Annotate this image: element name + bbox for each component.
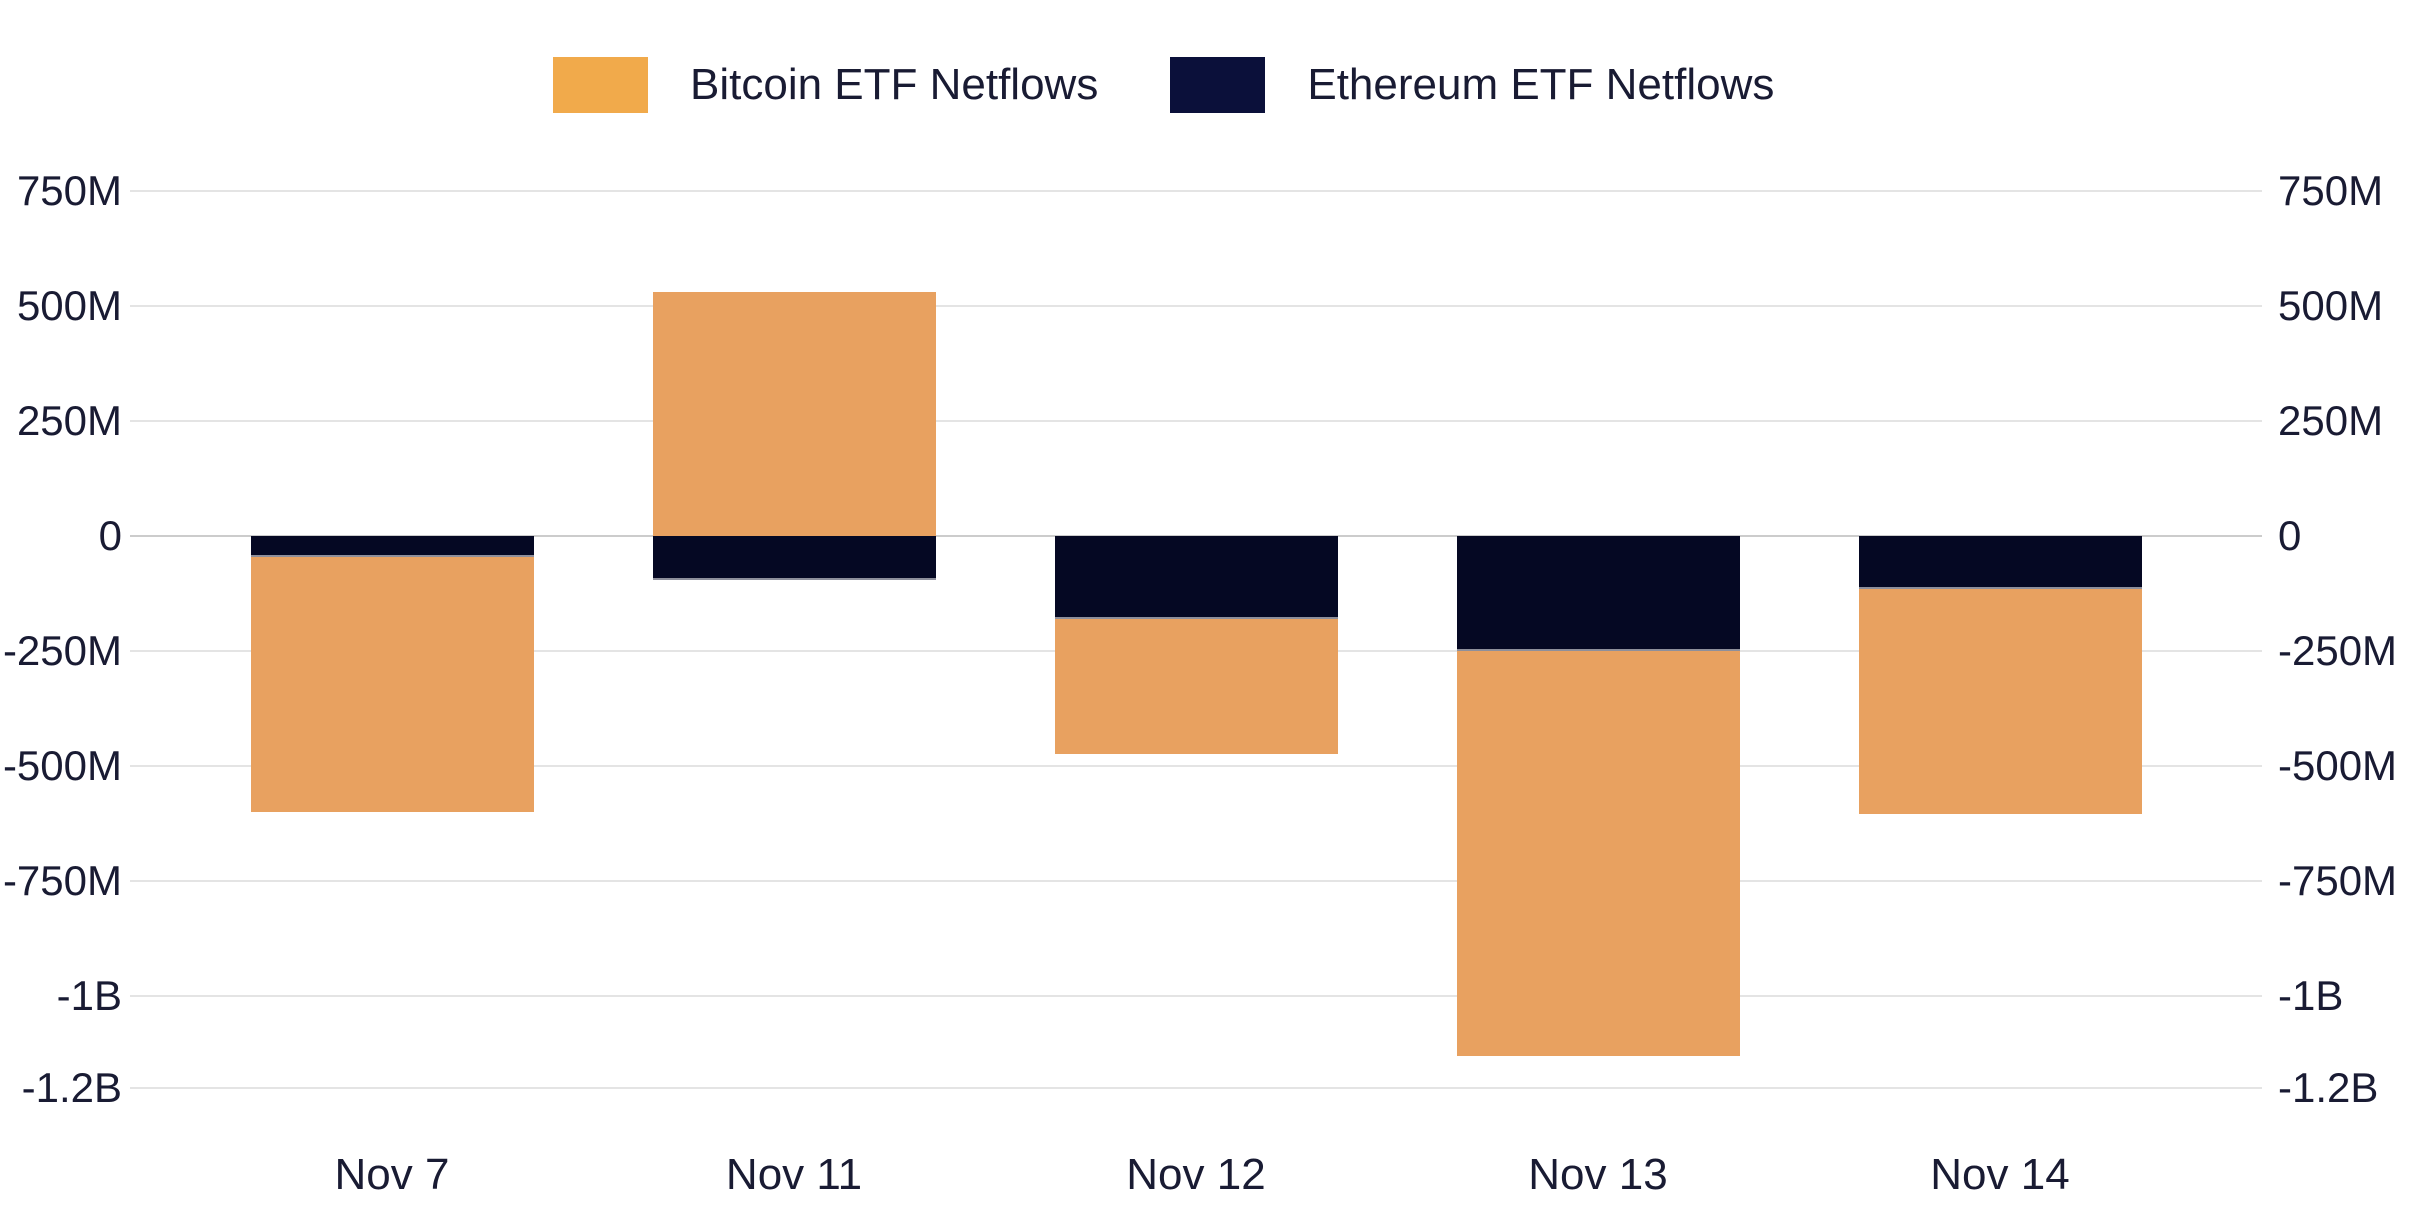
legend-label: Bitcoin ETF Netflows	[690, 60, 1099, 109]
gridline	[130, 995, 2262, 997]
gridline	[130, 765, 2262, 767]
y-tick-label-right: 750M	[2278, 167, 2384, 214]
y-tick-label-left: -1.2B	[21, 1064, 122, 1111]
y-tick-label-right: -250M	[2278, 627, 2398, 674]
ethereum-bar-segment[interactable]	[1054, 536, 1338, 619]
x-axis-label: Nov 11	[725, 1150, 863, 1199]
y-tick-label-right: -750M	[2278, 857, 2398, 904]
x-axis-label: Nov 12	[1126, 1150, 1266, 1199]
y-tick-label-left: -500M	[2, 742, 122, 789]
gridline	[130, 880, 2262, 882]
gridline	[130, 305, 2262, 307]
gridline	[130, 1087, 2262, 1089]
bitcoin-bar-segment[interactable]	[1054, 618, 1338, 755]
x-axis-label: Nov 14	[1930, 1150, 2070, 1199]
bitcoin-swatch-icon	[553, 57, 648, 113]
ethereum-bar-segment[interactable]	[652, 536, 936, 580]
ethereum-bar-segment[interactable]	[1858, 536, 2142, 589]
y-tick-label-left: 250M	[16, 397, 122, 444]
ethereum-bar-segment[interactable]	[1456, 536, 1740, 651]
y-tick-label-right: 500M	[2278, 282, 2384, 329]
y-tick-label-left: 500M	[16, 282, 122, 329]
x-axis-label: Nov 7	[334, 1150, 450, 1199]
y-tick-label-right: 0	[2278, 512, 2302, 559]
bitcoin-bar-segment[interactable]	[250, 556, 534, 812]
x-axis-label: Nov 13	[1528, 1150, 1668, 1199]
y-tick-label-right: -1.2B	[2278, 1064, 2379, 1111]
ethereum-bar-segment[interactable]	[250, 536, 534, 557]
bitcoin-bar-segment[interactable]	[1456, 651, 1740, 1056]
y-tick-label-left: 0	[98, 512, 122, 559]
chart-legend: Bitcoin ETF Netflows Ethereum ETF Netflow…	[553, 57, 1774, 113]
legend-item-ethereum[interactable]: Ethereum ETF Netflows	[1170, 57, 1774, 113]
gridline	[130, 420, 2262, 422]
y-tick-label-left: -250M	[2, 627, 122, 674]
ethereum-swatch-icon	[1170, 57, 1266, 113]
bitcoin-bar-segment[interactable]	[652, 292, 936, 536]
y-tick-label-right: -500M	[2278, 742, 2398, 789]
gridline	[130, 190, 2262, 192]
y-tick-label-left: 750M	[16, 167, 122, 214]
y-tick-label-left: -1B	[56, 972, 122, 1019]
y-tick-label-left: -750M	[2, 857, 122, 904]
bitcoin-bar-segment[interactable]	[1858, 588, 2142, 815]
legend-label: Ethereum ETF Netflows	[1307, 60, 1775, 109]
legend-item-bitcoin[interactable]: Bitcoin ETF Netflows	[553, 57, 1098, 113]
y-tick-label-right: 250M	[2278, 397, 2384, 444]
y-tick-label-right: -1B	[2278, 972, 2344, 1019]
